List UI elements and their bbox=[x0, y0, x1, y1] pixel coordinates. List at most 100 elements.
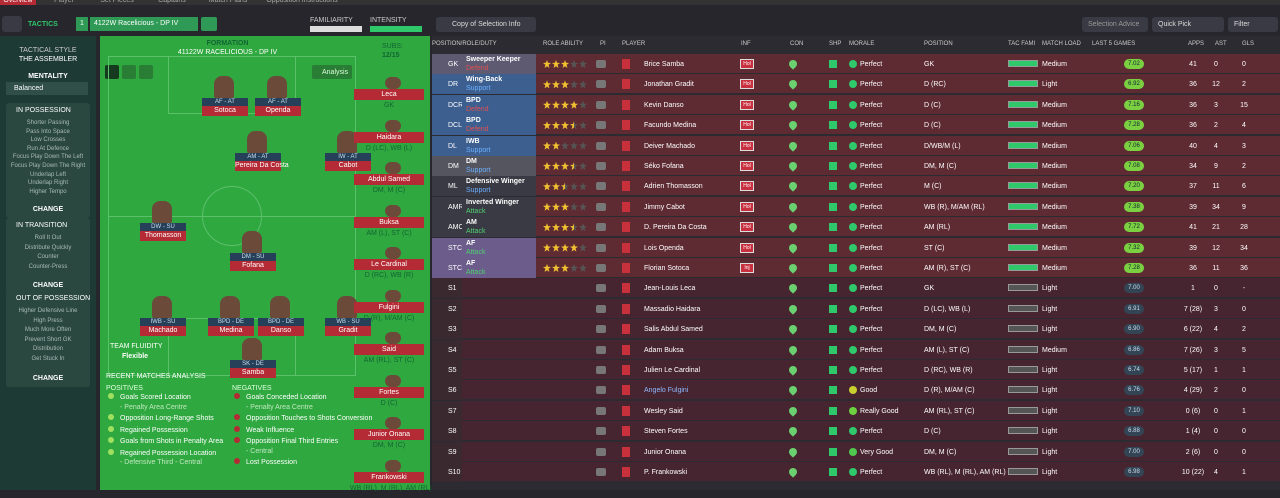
column-header[interactable]: CON bbox=[790, 41, 804, 47]
player-name[interactable]: Openda bbox=[255, 106, 301, 116]
sub-name[interactable]: Fulgini bbox=[354, 301, 424, 313]
sub-name[interactable]: Le Cardinal bbox=[354, 259, 424, 270]
pi-icon[interactable] bbox=[596, 80, 606, 89]
tab[interactable]: Player bbox=[54, 0, 74, 4]
pi-icon[interactable] bbox=[596, 243, 606, 252]
player[interactable]: Séko Fofana bbox=[644, 163, 684, 170]
inf[interactable]: Hol bbox=[740, 201, 754, 212]
player[interactable]: Julien Le Cardinal bbox=[644, 367, 701, 374]
copy-button[interactable]: Copy of Selection Info bbox=[436, 17, 536, 32]
pi-icon[interactable] bbox=[596, 121, 606, 130]
column-header[interactable]: POSITION bbox=[924, 41, 953, 47]
change-button[interactable]: CHANGE bbox=[32, 282, 64, 290]
pi-icon[interactable] bbox=[596, 141, 606, 150]
column-header[interactable]: MORALE bbox=[849, 41, 875, 47]
player-name[interactable]: Cabot bbox=[325, 161, 371, 171]
table-row[interactable]: DM DM Support Hol Séko Fofana Perfect DM, M (C… bbox=[432, 156, 1280, 176]
inf[interactable]: Hol bbox=[740, 242, 754, 253]
inf[interactable]: Hol bbox=[740, 59, 754, 69]
tactic-name[interactable]: 4122W Racelicious - DP IV bbox=[90, 17, 198, 31]
table-row[interactable]: DCR BPD Defend Hol Kevin Danso Perfect D (C) Me… bbox=[432, 94, 1280, 115]
pi-icon[interactable] bbox=[596, 182, 606, 191]
player-name[interactable]: Danso bbox=[258, 326, 304, 336]
change-button[interactable]: CHANGE bbox=[32, 374, 64, 382]
table-row[interactable]: S6 Angelo Fulgini Good D (R), M/AM (C) Light… bbox=[432, 380, 1280, 401]
table-row[interactable]: S9 Junior Onana Very Good DM, M (C) Light 7.0… bbox=[432, 441, 1280, 462]
table-row[interactable]: S10 P. Frankowski Perfect WB (RL), M (RL), … bbox=[432, 462, 1280, 482]
player-name[interactable]: Fofana bbox=[230, 261, 276, 271]
pi-icon[interactable] bbox=[596, 406, 606, 415]
table-row[interactable]: S5 Julien Le Cardinal Perfect D (RC), WB (R… bbox=[432, 360, 1280, 380]
sub-name[interactable]: Leca bbox=[354, 89, 424, 100]
player[interactable]: P. Frankowski bbox=[644, 469, 688, 476]
column-header[interactable]: POSITION/ROLE/DUTY bbox=[432, 41, 497, 47]
player[interactable]: Adrien Thomasson bbox=[644, 183, 703, 191]
column-header[interactable]: GLS bbox=[1242, 41, 1255, 47]
inf[interactable]: Hol bbox=[740, 79, 754, 90]
player[interactable]: Salis Abdul Samed bbox=[644, 326, 703, 334]
player[interactable]: Lois Openda bbox=[644, 244, 684, 252]
inf[interactable]: Hol bbox=[740, 99, 754, 110]
player[interactable]: Florian Sotoca bbox=[644, 265, 690, 272]
column-header[interactable]: MATCH LOAD bbox=[1042, 41, 1081, 47]
change-button[interactable]: CHANGE bbox=[32, 206, 64, 214]
table-row[interactable]: S8 Steven Fortes Perfect D (C) Light 6.88 1 (4… bbox=[432, 421, 1280, 442]
player[interactable]: Wesley Said bbox=[644, 407, 683, 415]
column-header[interactable]: AST bbox=[1215, 41, 1227, 47]
tab[interactable]: Overview bbox=[0, 0, 36, 5]
player[interactable]: Brice Samba bbox=[644, 61, 685, 68]
inf[interactable]: Hol bbox=[740, 140, 754, 151]
view-icon[interactable] bbox=[122, 65, 136, 79]
column-header[interactable]: SHP bbox=[829, 41, 842, 47]
table-row[interactable]: STCR AF Attack Hol Lois Openda Perfect ST (C) M… bbox=[432, 237, 1280, 258]
player-name[interactable]: Samba bbox=[230, 368, 276, 378]
player-name[interactable]: Gradit bbox=[325, 326, 371, 336]
sub-name[interactable]: Junior Onana bbox=[354, 429, 424, 440]
table-row[interactable]: GK Sweeper Keeper Defend Hol Brice Samba Perf… bbox=[432, 54, 1280, 74]
pi-icon[interactable] bbox=[596, 162, 606, 170]
selection-advice[interactable]: Selection Advice bbox=[1082, 17, 1148, 32]
tab[interactable]: Captains bbox=[158, 0, 186, 4]
player-name[interactable]: Thomasson bbox=[140, 231, 186, 241]
table-row[interactable]: S4 Adam Buksa Perfect AM (L), ST (C) Medium 6… bbox=[432, 339, 1280, 360]
player[interactable]: Deiver Machado bbox=[644, 142, 695, 150]
table-row[interactable]: AMR Inverted Winger Attack Hol Jimmy Cabot Pe… bbox=[432, 196, 1280, 217]
pi-icon[interactable] bbox=[596, 447, 606, 456]
column-header[interactable]: PLAYER bbox=[622, 41, 646, 47]
table-row[interactable]: DL IWB Support Hol Deiver Machado Perfect D/WB… bbox=[432, 135, 1280, 156]
player[interactable]: D. Pereira Da Costa bbox=[644, 224, 707, 232]
pi-icon[interactable] bbox=[596, 202, 606, 211]
back-button[interactable] bbox=[2, 16, 22, 32]
table-row[interactable]: DR Wing-Back Support Hol Jonathan Gradit Perf… bbox=[432, 74, 1280, 95]
mentality[interactable]: Balanced bbox=[6, 82, 88, 95]
player-name[interactable]: Machado bbox=[140, 326, 186, 336]
column-header[interactable]: PI bbox=[600, 41, 606, 47]
sub-name[interactable]: Buksa bbox=[354, 216, 424, 228]
pi-icon[interactable] bbox=[596, 223, 606, 232]
analysis-button[interactable]: Analysis bbox=[312, 65, 352, 79]
pi-icon[interactable] bbox=[596, 284, 606, 293]
inf[interactable]: Hol bbox=[740, 181, 754, 192]
table-row[interactable]: AMC AM Attack Hol D. Pereira Da Costa Perfect… bbox=[432, 217, 1280, 238]
tactic-slot[interactable]: 1 bbox=[76, 17, 88, 31]
column-header[interactable]: LAST 5 GAMES bbox=[1092, 41, 1136, 47]
tab[interactable]: Set Pieces bbox=[100, 0, 134, 4]
sub-name[interactable]: Haidara bbox=[354, 131, 424, 143]
player[interactable]: Angelo Fulgini bbox=[644, 387, 689, 395]
pi-icon[interactable] bbox=[596, 427, 606, 436]
view-icon[interactable] bbox=[139, 65, 153, 79]
add-tactic[interactable] bbox=[201, 17, 217, 31]
column-header[interactable]: ROLE ABILITY bbox=[543, 41, 584, 47]
pi-icon[interactable] bbox=[596, 366, 606, 374]
column-header[interactable]: INF bbox=[741, 41, 751, 47]
player-name[interactable]: Pereira Da Costa bbox=[235, 161, 289, 171]
inf[interactable]: Hol bbox=[740, 222, 754, 233]
player[interactable]: Junior Onana bbox=[644, 448, 687, 456]
pi-icon[interactable] bbox=[596, 100, 606, 109]
player[interactable]: Jonathan Gradit bbox=[644, 81, 694, 89]
sub-name[interactable]: Frankowski bbox=[354, 471, 424, 483]
player[interactable]: Massadio Haidara bbox=[644, 305, 701, 313]
filter[interactable]: Filter bbox=[1228, 17, 1278, 32]
inf[interactable]: Hol bbox=[740, 120, 754, 131]
column-header[interactable]: APPS bbox=[1188, 41, 1205, 47]
